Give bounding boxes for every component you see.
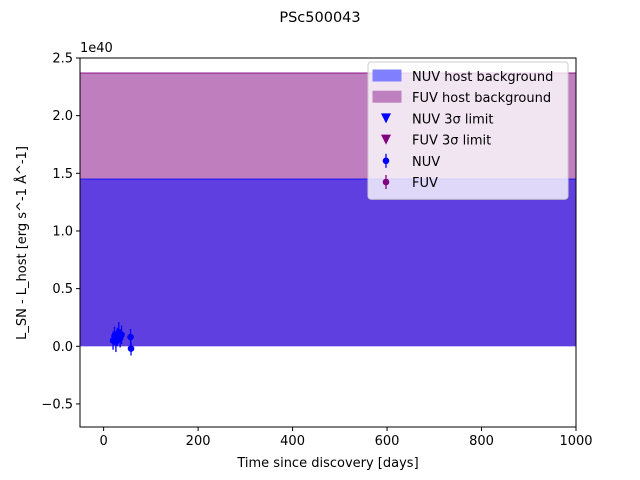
legend-triangle-marker [381, 113, 391, 124]
nuv-point [127, 345, 135, 352]
legend-label: NUV 3σ limit [412, 112, 494, 127]
legend-point-marker [382, 157, 390, 165]
y-tick-label: 1.0 [52, 224, 73, 239]
legend-label: FUV [412, 176, 438, 191]
x-tick-label: 1000 [559, 434, 592, 449]
x-tick-label: 0 [99, 434, 107, 449]
legend-triangle-marker [381, 134, 391, 145]
nuv-host-background-band [80, 179, 576, 347]
data-points [109, 322, 135, 356]
chart-title: PSc500043 [279, 10, 360, 26]
legend-patch [372, 69, 402, 82]
legend-label: FUV host background [412, 91, 551, 106]
legend-box [367, 61, 569, 200]
legend: NUV host background FUV host background NU… [367, 61, 569, 200]
x-tick-label: 400 [280, 434, 305, 449]
y-axis-ticks: −0.5 0.0 0.5 1.0 1.5 2.0 2.5 [41, 52, 80, 412]
y-tick-label: 2.0 [52, 109, 73, 124]
legend-label: NUV host background [412, 70, 553, 85]
nuv-point [127, 333, 134, 341]
y-axis-title: L_SN - L_host [erg s^-1 Å^-1] [14, 146, 30, 340]
x-tick-label: 800 [469, 434, 494, 449]
y-tick-label: 2.5 [52, 52, 73, 67]
y-tick-label: 0.5 [52, 282, 73, 297]
legend-patch [372, 90, 402, 103]
legend-label: FUV 3σ limit [412, 134, 491, 149]
y-tick-label: 0.0 [52, 340, 73, 355]
x-tick-label: 600 [375, 434, 400, 449]
y-tick-label: 1.5 [52, 167, 73, 182]
legend-point-marker [382, 178, 390, 186]
x-tick-label: 200 [186, 434, 211, 449]
plot-frame [79, 57, 577, 428]
x-axis-title: Time since discovery [days] [236, 456, 418, 471]
y-offset-label: 1e40 [80, 41, 113, 56]
y-tick-label: −0.5 [41, 397, 73, 412]
nuv-point [118, 331, 125, 339]
x-axis-ticks: 0 200 400 600 800 1000 [99, 427, 593, 449]
legend-label: NUV [412, 155, 440, 170]
